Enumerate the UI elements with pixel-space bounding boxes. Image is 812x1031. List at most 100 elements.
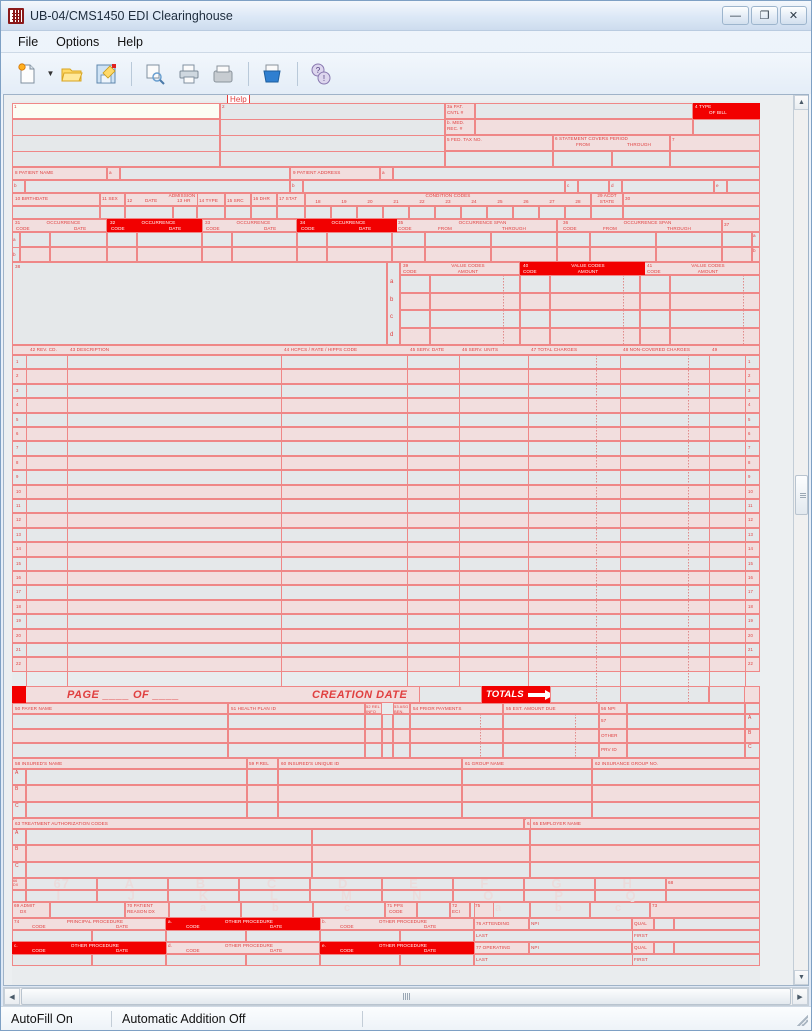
field-box52b-value-A[interactable]: [382, 714, 393, 729]
field-dx-P[interactable]: [523, 890, 595, 902]
field-dx-H[interactable]: [594, 878, 666, 890]
field-total-noncovered-sum[interactable]: [709, 686, 745, 703]
field-condition-code-24[interactable]: [461, 206, 487, 219]
field-box62-value-A[interactable]: [592, 769, 760, 786]
field-box5-value[interactable]: [445, 151, 553, 167]
field-valuecode-41-code-b[interactable]: [640, 292, 670, 310]
service-line-row[interactable]: [12, 571, 760, 586]
field-valuecode-40-code-a[interactable]: [520, 275, 550, 293]
field-box1-lines[interactable]: [12, 119, 220, 167]
field-box52-value-C[interactable]: [365, 743, 382, 759]
field-condition-code-19[interactable]: [331, 206, 357, 219]
field-box59-value-C[interactable]: [247, 801, 278, 818]
field-box68-value[interactable]: [666, 890, 760, 902]
field-valuecode-40-amount-c[interactable]: [550, 310, 640, 328]
field-valuecode-41-code-c[interactable]: [640, 310, 670, 328]
vertical-scrollbar[interactable]: ▲ ▼: [793, 95, 808, 985]
field-proc-other-d-date[interactable]: [246, 954, 320, 966]
scroll-up-button[interactable]: ▲: [794, 95, 808, 110]
field-dx-K[interactable]: [168, 890, 240, 902]
field-dx-A[interactable]: [97, 878, 169, 890]
field-occspan-36-from-1[interactable]: [590, 247, 656, 262]
field-box62-value-B[interactable]: [592, 785, 760, 802]
field-box16-value[interactable]: [251, 206, 277, 219]
field-box50-value-C[interactable]: [12, 743, 228, 759]
field-box77-npi[interactable]: [529, 942, 632, 954]
field-proc-other-d-code[interactable]: [166, 954, 246, 966]
field-box55-value-A[interactable]: [503, 714, 599, 729]
service-line-row[interactable]: [12, 441, 760, 456]
scroll-left-button[interactable]: ◀: [4, 988, 20, 1005]
field-condition-code-25[interactable]: [487, 206, 513, 219]
field-occspan-36-code-1[interactable]: [557, 247, 590, 262]
service-line-row[interactable]: [12, 527, 760, 543]
ub04-form[interactable]: Help 1 2 3a PAT. CNTL # b. MED. REC. # 4…: [12, 95, 760, 985]
field-box70-a[interactable]: [169, 902, 241, 918]
service-line-row[interactable]: [12, 599, 760, 615]
field-box76-qual-value[interactable]: [654, 918, 674, 930]
new-document-dropdown[interactable]: ▼: [46, 69, 55, 78]
field-box60-value-C[interactable]: [278, 801, 462, 818]
field-occ-34-code-1[interactable]: [297, 247, 327, 262]
horizontal-scroll-thumb[interactable]: [21, 988, 791, 1005]
field-valuecode-39-amount-d[interactable]: [430, 327, 520, 345]
service-line-row[interactable]: [12, 628, 760, 643]
horizontal-scrollbar[interactable]: ◀ ▶: [3, 987, 809, 1006]
field-dx-I[interactable]: [26, 890, 98, 902]
field-dx-67[interactable]: [26, 878, 98, 890]
field-dx-C[interactable]: [239, 878, 311, 890]
field-box56-value[interactable]: [627, 703, 745, 714]
field-box9e-value[interactable]: [727, 180, 760, 193]
menu-help[interactable]: Help: [117, 34, 143, 49]
field-valuecode-40-code-d[interactable]: [520, 327, 550, 345]
field-occ-31-code-1[interactable]: [20, 247, 50, 262]
field-occ-32-code-0[interactable]: [107, 232, 137, 247]
field-box52b-value-B[interactable]: [382, 728, 393, 744]
field-dx-M[interactable]: [310, 890, 382, 902]
print-preview-button[interactable]: [139, 58, 170, 89]
field-occspan-36-through-0[interactable]: [656, 232, 722, 247]
field-occ-31-code-0[interactable]: [20, 232, 50, 247]
service-line-row[interactable]: [12, 499, 760, 514]
field-dx-J[interactable]: [97, 890, 169, 902]
field-condition-code-18[interactable]: [305, 206, 331, 219]
field-box77-lastfirst[interactable]: [474, 954, 760, 966]
field-occ-32-date-1[interactable]: [137, 247, 202, 262]
field-condition-code-20[interactable]: [357, 206, 383, 219]
field-box51-value-B[interactable]: [228, 728, 365, 744]
minimize-button[interactable]: —: [722, 6, 749, 25]
field-box70-c[interactable]: [313, 902, 385, 918]
field-valuecode-41-amount-a[interactable]: [670, 275, 760, 293]
field-box52-value-A[interactable]: [365, 714, 382, 729]
field-box54-value-C[interactable]: [410, 743, 503, 759]
field-occ-32-date-0[interactable]: [137, 232, 202, 247]
field-box76-qual-extra[interactable]: [674, 918, 760, 930]
service-line-row[interactable]: [12, 427, 760, 442]
field-valuecode-41-amount-c[interactable]: [670, 310, 760, 328]
service-line-row[interactable]: [12, 412, 760, 427]
field-box8b-value[interactable]: [25, 180, 290, 193]
field-occspan-35-from-1[interactable]: [425, 247, 491, 262]
field-box71-value[interactable]: [417, 902, 450, 918]
field-box1-provider[interactable]: [12, 103, 220, 119]
field-proc-principal-code[interactable]: [12, 930, 92, 942]
field-dx-N[interactable]: [381, 890, 453, 902]
field-box70-b[interactable]: [241, 902, 313, 918]
field-box17-value[interactable]: [277, 206, 305, 219]
field-box57-value-B[interactable]: [627, 728, 745, 744]
field-box59-value-A[interactable]: [247, 769, 278, 786]
field-box15-value[interactable]: [225, 206, 251, 219]
field-valuecode-39-code-b[interactable]: [400, 292, 430, 310]
field-box13-value[interactable]: [173, 206, 197, 219]
field-dx-D[interactable]: [310, 878, 382, 890]
transmit-button[interactable]: [256, 58, 287, 89]
field-dx-L[interactable]: [239, 890, 311, 902]
field-valuecode-40-amount-b[interactable]: [550, 292, 640, 310]
field-occspan-36-from-0[interactable]: [590, 232, 656, 247]
field-box53-value-B[interactable]: [393, 728, 410, 744]
service-line-row[interactable]: [12, 455, 760, 471]
field-box64-value-A[interactable]: [312, 829, 530, 846]
field-proc-other-b-date[interactable]: [400, 930, 474, 942]
service-line-row[interactable]: [12, 355, 760, 370]
field-box6-through[interactable]: [612, 151, 670, 167]
